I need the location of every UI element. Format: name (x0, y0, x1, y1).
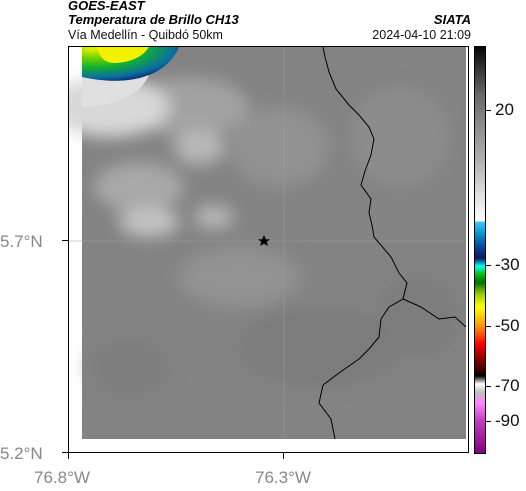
lon-tick (68, 453, 69, 459)
boundary-line-east (402, 298, 467, 328)
colorbar-label-minus90: -90 (495, 411, 520, 430)
colorbar-tick (486, 110, 491, 111)
colorbar-label-minus50: -50 (495, 316, 520, 335)
colorbar (474, 46, 486, 454)
colorbar-label-minus70: -70 (495, 376, 520, 395)
colorbar-tick (486, 326, 491, 327)
map-header: GOES-EAST Temperatura de Brillo CH13 Vía… (68, 0, 471, 46)
satellite-map[interactable] (68, 46, 469, 453)
satellite-name: GOES-EAST (68, 0, 145, 13)
lat-tick (62, 240, 68, 241)
timestamp-label: 2024-04-10 21:09 (372, 28, 471, 42)
colorbar-tick (486, 421, 491, 422)
lat-tick (62, 452, 68, 453)
cold-cloud-top (82, 47, 179, 107)
lon-label-76-3: 76.3°W (255, 468, 311, 487)
map-canvas (69, 47, 468, 452)
product-title: Temperatura de Brillo CH13 (68, 12, 239, 27)
location-star-icon (258, 235, 270, 246)
region-subtitle: Vía Medellín - Quibdó 50km (68, 28, 223, 42)
colorbar-label-minus30: -30 (495, 255, 520, 274)
lat-label-5-2: 5.2°N (0, 444, 43, 463)
lon-label-76-8: 76.8°W (34, 468, 90, 487)
cloud-texture (69, 77, 459, 397)
lat-label-5-7: 5.7°N (0, 232, 43, 251)
boundary-line (318, 47, 408, 440)
source-label: SIATA (433, 12, 471, 27)
colorbar-tick (486, 386, 491, 387)
colorbar-tick (486, 265, 491, 266)
colorbar-label-20: 20 (495, 100, 514, 119)
lon-tick (283, 453, 284, 459)
